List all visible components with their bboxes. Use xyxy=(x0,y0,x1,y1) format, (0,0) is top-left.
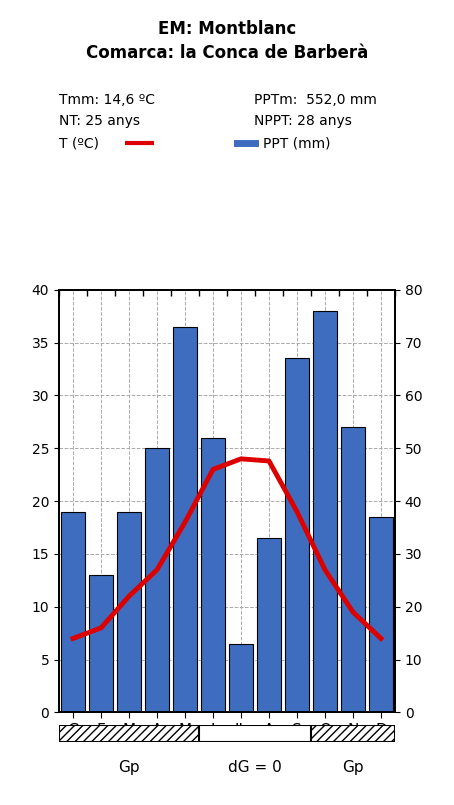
Bar xyxy=(173,327,197,712)
Text: Tmm: 14,6 ºC: Tmm: 14,6 ºC xyxy=(59,93,155,106)
Bar xyxy=(313,311,337,712)
Text: Gp: Gp xyxy=(118,761,140,775)
Bar xyxy=(201,438,225,712)
Bar xyxy=(145,448,169,712)
Bar xyxy=(89,575,113,712)
Text: Comarca: la Conca de Barberà: Comarca: la Conca de Barberà xyxy=(86,44,368,62)
Text: NPPT: 28 anys: NPPT: 28 anys xyxy=(254,114,352,128)
Text: T (ºC): T (ºC) xyxy=(59,136,99,151)
Bar xyxy=(341,427,365,712)
Text: PPTm:  552,0 mm: PPTm: 552,0 mm xyxy=(254,93,377,106)
Bar xyxy=(369,517,393,712)
Text: dG = 0: dG = 0 xyxy=(228,761,282,775)
Text: Gp: Gp xyxy=(342,761,364,775)
Text: NT: 25 anys: NT: 25 anys xyxy=(59,114,140,128)
Bar xyxy=(285,358,309,712)
Text: EM: Montblanc: EM: Montblanc xyxy=(158,20,296,38)
Bar xyxy=(61,512,85,712)
Text: PPT (mm): PPT (mm) xyxy=(263,136,331,151)
Bar xyxy=(229,644,253,712)
Bar xyxy=(117,512,141,712)
Bar xyxy=(257,538,281,712)
